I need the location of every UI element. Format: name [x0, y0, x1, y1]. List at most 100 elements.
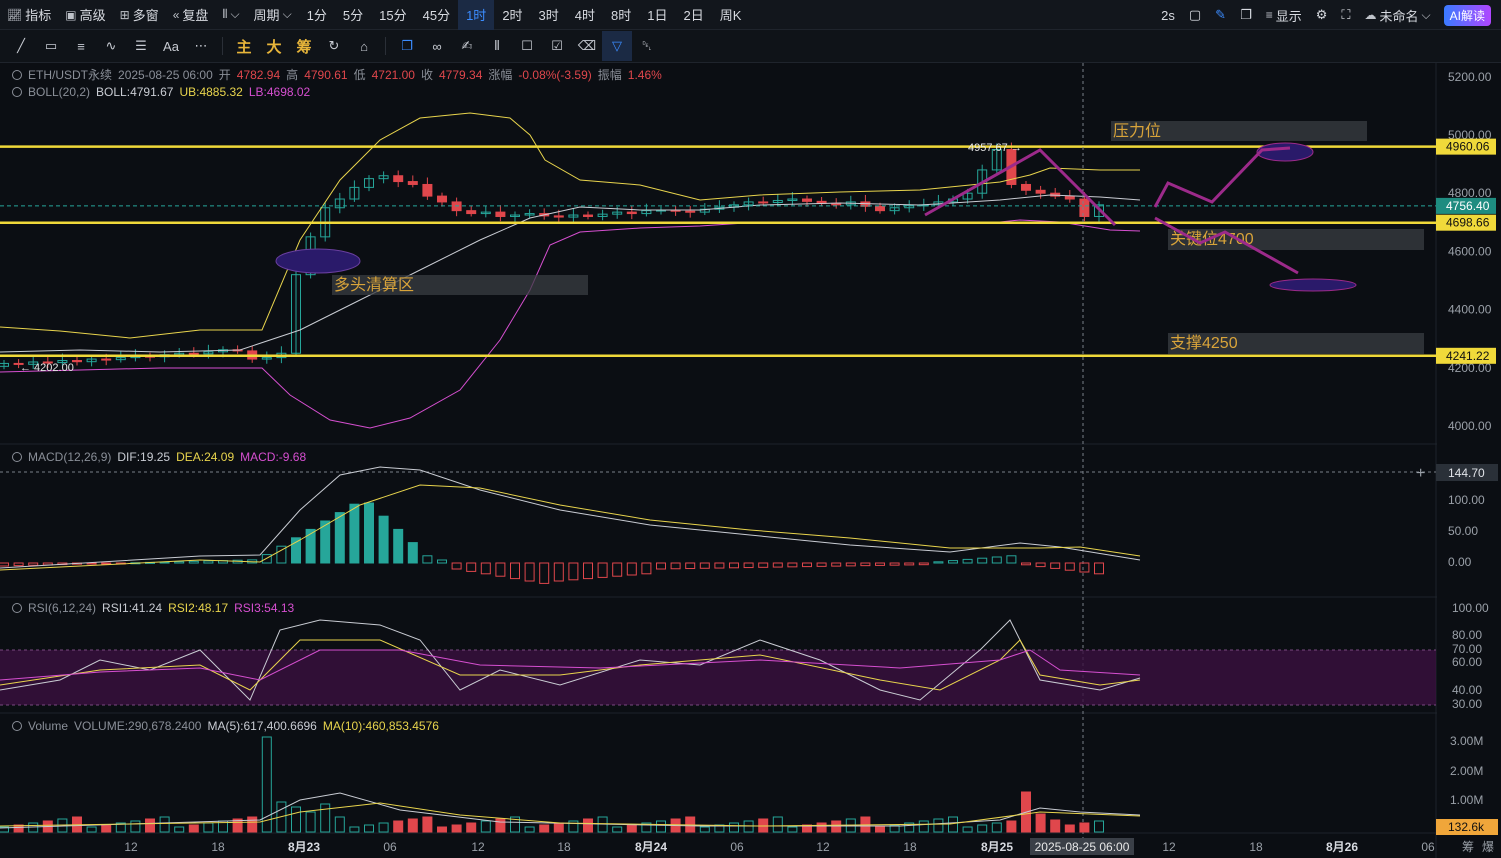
volume-bar: [334, 816, 345, 833]
forecast-path: [924, 148, 1117, 227]
interval-tab[interactable]: 3时: [538, 8, 559, 23]
display-button[interactable]: ≡ 显示: [1259, 0, 1309, 30]
calendar-icon: ▣: [65, 7, 77, 22]
macd-histogram-bar: [320, 520, 331, 564]
collapse-icon[interactable]: [12, 69, 22, 80]
support-zone-label: 支撑4250: [1170, 334, 1238, 352]
macd-histogram-bar: [641, 562, 652, 575]
candle-body: [466, 210, 477, 215]
text-tool[interactable]: Aa: [163, 38, 179, 54]
divider: [385, 37, 386, 55]
sync-icon[interactable]: ↻: [328, 38, 340, 53]
measure-icon[interactable]: ⌂: [360, 38, 368, 54]
time-tick: 12: [471, 840, 485, 854]
trendline-icon[interactable]: ╱: [17, 38, 25, 53]
liquidation-zone-label: 多头清算区: [334, 275, 414, 294]
rsi-tick: 100.00: [1452, 601, 1489, 615]
collapse-icon[interactable]: [12, 721, 22, 731]
trash-icon[interactable]: ␡: [641, 38, 653, 53]
macd-histogram-bar: [568, 562, 579, 581]
low-value: 4721.00: [371, 67, 415, 82]
big-order-button[interactable]: 大: [266, 38, 282, 56]
chip-button[interactable]: 筹: [296, 38, 312, 56]
candle-body: [393, 175, 404, 183]
edit-box-icon[interactable]: ☑: [551, 38, 563, 53]
interval-tab[interactable]: 2日: [683, 8, 704, 23]
more-icon[interactable]: ⋯: [194, 38, 208, 53]
refresh-rate[interactable]: 2s: [1161, 7, 1175, 23]
link-icon[interactable]: ∞: [432, 38, 442, 54]
wave-icon[interactable]: ∿: [105, 38, 117, 53]
layout-dropdown[interactable]: ☁ 未命名 ⌵: [1358, 0, 1438, 30]
volume-bar: [188, 824, 199, 833]
rsi1-line: [0, 619, 1141, 701]
volume-bar: [407, 818, 418, 833]
support-zone-box: [1168, 333, 1424, 354]
eraser-icon[interactable]: ⌫: [577, 38, 597, 53]
bars-icon[interactable]: ⫴: [494, 38, 500, 53]
collapse-icon[interactable]: [12, 603, 22, 613]
advanced-button[interactable]: ▣ 高级: [58, 0, 112, 30]
macd-dea-value: DEA:24.09: [176, 450, 235, 464]
pencil-icon[interactable]: ✎: [1215, 7, 1227, 22]
candle-body: [583, 214, 593, 217]
indicators-button[interactable]: 📈︎ 指标: [0, 0, 58, 30]
interval-tab[interactable]: 8时: [611, 8, 632, 23]
parallel-lines-icon[interactable]: ≡: [77, 38, 85, 54]
rectangle-icon[interactable]: ▭: [44, 38, 58, 53]
interval-tab[interactable]: 1日: [647, 8, 668, 23]
main-force-button[interactable]: 主: [236, 38, 252, 56]
high-value: 4790.61: [304, 67, 348, 82]
replay-button[interactable]: « 复盘: [166, 0, 216, 30]
period-dropdown[interactable]: 周期 ⌵: [247, 0, 299, 30]
volume-bar: [510, 816, 520, 833]
settings-icon[interactable]: ⚙: [1315, 7, 1328, 22]
fibonacci-icon[interactable]: ☰: [135, 38, 147, 53]
interval-tab[interactable]: 45分: [422, 8, 451, 23]
chart-canvas[interactable]: 5200.00 5000.00 4800.00 4600.00 4400.00 4200.…: [0, 63, 1501, 858]
volume-bar: [802, 824, 812, 833]
volume-bar: [276, 801, 287, 833]
volume-bar: [656, 820, 666, 833]
macd-histogram-bar: [466, 562, 477, 572]
interval-tab[interactable]: 5分: [342, 8, 364, 23]
interval-tab[interactable]: 4时: [574, 8, 596, 23]
high-marker: 4957.67 →: [968, 142, 1022, 154]
volume-bar: [553, 822, 564, 833]
volume-bar: [1006, 820, 1017, 833]
volume-tag-label: 132.6k: [1448, 820, 1485, 834]
brush-icon[interactable]: ✍: [461, 38, 473, 53]
interval-tab[interactable]: 2时: [502, 8, 523, 23]
price-tag: [1436, 214, 1496, 231]
macd-histogram-bar: [699, 562, 710, 569]
ai-interpret-button[interactable]: AI解读: [1443, 4, 1491, 26]
rsi-name: RSI(6,12,24): [28, 601, 97, 615]
forecast-path: [1153, 146, 1291, 208]
multi-window-button[interactable]: ⊞ 多窗: [113, 0, 166, 30]
camera-icon[interactable]: ▢: [1188, 7, 1202, 22]
popout-icon[interactable]: ❐: [1240, 7, 1252, 22]
fullscreen-icon[interactable]: ⛶: [1341, 7, 1351, 22]
interval-tab[interactable]: 15分: [379, 8, 407, 23]
interval-tab[interactable]: 1时: [458, 0, 495, 30]
boll-legend: BOLL(20,2) BOLL:4791.67 UB:4885.32 LB:46…: [12, 85, 310, 99]
volume-bar: [364, 824, 374, 833]
candle-body: [626, 211, 637, 215]
lock-icon[interactable]: ☐: [521, 38, 533, 53]
macd-histogram-bar: [480, 562, 491, 575]
volume-bar: [612, 826, 623, 833]
copy-icon[interactable]: ❐: [401, 38, 413, 53]
collapse-icon[interactable]: [12, 87, 22, 97]
volume-bar: [816, 822, 827, 833]
interval-tab[interactable]: 1分: [306, 8, 327, 23]
indicator-chart-icon: 📈︎: [7, 7, 23, 22]
chart-type-dropdown[interactable]: ⫴ ⌵: [215, 0, 246, 30]
boll-middle-band: [0, 194, 1141, 353]
filter-icon[interactable]: ▽: [602, 31, 632, 61]
interval-tabs: 1分 5分 15分 45分 1时 2时 3时 4时 8时 1日 2日 周K: [299, 0, 750, 30]
volume-bar: [875, 826, 885, 833]
collapse-icon[interactable]: [12, 452, 22, 462]
rsi2-value: RSI2:48.17: [168, 601, 229, 615]
interval-tab[interactable]: 周K: [719, 8, 742, 23]
macd-histogram-bar: [261, 554, 272, 564]
